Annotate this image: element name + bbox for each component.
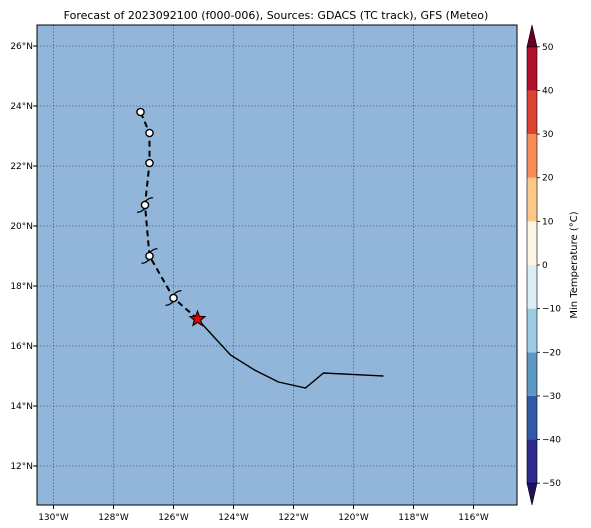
longitude-label: 120°W xyxy=(338,513,369,523)
colorbar-band xyxy=(527,134,537,178)
latitude-label: 14°N xyxy=(10,402,33,412)
colorbar: 50 40 30 20 10 0 −10 −20 −30 −40 −50 Min Temperatu… xyxy=(526,24,580,506)
colorbar-tick-label: 0 xyxy=(542,261,548,271)
latitude-label: 20°N xyxy=(10,222,33,232)
colorbar-band xyxy=(527,265,537,309)
storm-track xyxy=(136,107,384,389)
map-area xyxy=(36,24,518,506)
colorbar-band xyxy=(527,90,537,135)
longitude-label: 128°W xyxy=(98,513,129,523)
map-frame xyxy=(36,24,518,506)
latitude-labels: 12°N 14°N 16°N 18°N 20°N 22°N 24°N 26°N xyxy=(10,42,37,472)
colorbar-tick-label: 10 xyxy=(542,217,554,227)
colorbar-tick-label: −40 xyxy=(542,436,561,446)
colorbar-band xyxy=(527,439,537,484)
hurricane-symbol-icon xyxy=(141,248,158,264)
hurricane-symbol-icon xyxy=(165,290,182,306)
forecast-point-icon xyxy=(136,107,145,117)
forecast-point-icon xyxy=(145,158,154,168)
map-title: Forecast of 2023092100 (f000-006), Sourc… xyxy=(64,9,489,22)
longitude-labels: 130°W 128°W 126°W 124°W 122°W 120°W 118°W 116°W xyxy=(38,505,489,523)
colorbar-band xyxy=(527,221,537,265)
longitude-label: 118°W xyxy=(398,513,429,523)
ocean-background xyxy=(37,25,517,505)
colorbar-bands xyxy=(526,24,538,506)
latitude-label: 26°N xyxy=(10,42,33,52)
colorbar-label: Min Temperature (°C) xyxy=(569,211,580,318)
colorbar-ticks: 50 40 30 20 10 0 −10 −20 −30 −40 −50 xyxy=(537,43,561,489)
hurricane-symbol-icon xyxy=(136,197,154,213)
map-gridlines xyxy=(37,25,517,505)
colorbar-band xyxy=(527,308,537,353)
past-track-line xyxy=(196,318,384,389)
longitude-label: 124°W xyxy=(218,513,249,523)
colorbar-band xyxy=(527,395,537,440)
colorbar-tick-label: −20 xyxy=(542,348,561,358)
longitude-label: 122°W xyxy=(278,513,309,523)
colorbar-tick-label: 50 xyxy=(542,43,554,53)
longitude-label: 130°W xyxy=(38,513,69,523)
colorbar-tick-label: −10 xyxy=(542,305,561,315)
colorbar-band xyxy=(527,352,537,396)
colorbar-tick-label: −30 xyxy=(542,392,561,402)
longitude-label: 116°W xyxy=(458,513,489,523)
current-position-star-icon xyxy=(188,309,207,327)
latitude-label: 18°N xyxy=(10,282,33,292)
latitude-label: 16°N xyxy=(10,342,33,352)
latitude-label: 22°N xyxy=(10,162,33,172)
latitude-label: 12°N xyxy=(10,462,33,472)
latitude-label: 24°N xyxy=(10,102,33,112)
colorbar-tick-label: 30 xyxy=(542,130,554,140)
colorbar-tick-label: 40 xyxy=(542,86,554,96)
colorbar-band xyxy=(526,24,538,48)
colorbar-band xyxy=(527,177,537,222)
forecast-point-icon xyxy=(145,128,154,138)
colorbar-band xyxy=(526,482,538,506)
longitude-label: 126°W xyxy=(158,513,189,523)
colorbar-tick-label: −50 xyxy=(542,479,561,489)
colorbar-tick-label: 20 xyxy=(542,174,554,184)
colorbar-band xyxy=(527,46,537,91)
